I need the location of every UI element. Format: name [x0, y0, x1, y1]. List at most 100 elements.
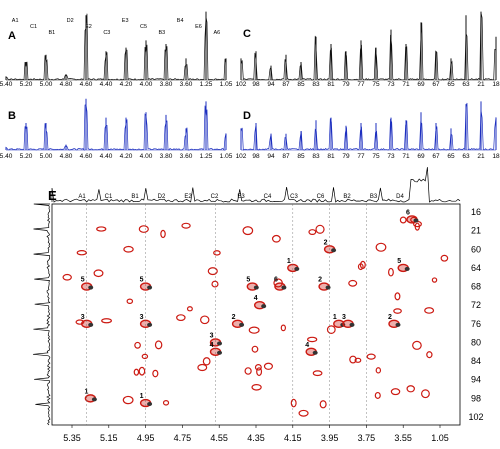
tick-label: 3.60 — [180, 81, 193, 88]
cross-peak-core — [147, 285, 153, 290]
cross-peak-label: 5 — [397, 258, 401, 265]
tick-label: 83 — [312, 153, 320, 160]
background-contour — [244, 367, 252, 375]
background-contour — [251, 345, 259, 353]
y-tick-label: 64 — [471, 263, 481, 273]
cross-peak-core — [294, 266, 300, 271]
spectrum-d-svg: 102 98 94 87 85 83 81 79 77 75 73 71 69 67 65 63 21 18 — [236, 101, 500, 160]
background-contour — [315, 224, 325, 234]
y-tick-label: 16 — [471, 207, 481, 217]
tick-label: 77 — [357, 81, 365, 88]
cross-peak-label: 6 — [406, 209, 410, 216]
top-label: B1 — [131, 194, 139, 200]
top-label: C2 — [211, 194, 219, 200]
panel-a-letter: A — [8, 30, 16, 42]
panel-c: 102 98 94 87 85 83 81 79 77 75 73 71 69 67 65 63 21 18 C — [235, 0, 500, 88]
background-contour — [75, 319, 85, 325]
tick-label: 3.80 — [160, 153, 173, 160]
panel-d-letter: D — [243, 110, 251, 122]
cross-peak-label: 6 — [274, 277, 278, 284]
peak-label: C5 — [140, 24, 147, 30]
peak-label: B3 — [158, 30, 165, 36]
tick-label: 1.25 — [200, 81, 213, 88]
top-label: D4 — [396, 194, 404, 200]
background-contour — [251, 383, 262, 391]
background-contour — [412, 340, 422, 350]
background-contour — [162, 400, 170, 406]
panel-d: 102 98 94 87 85 83 81 79 77 75 73 71 69 67 65 63 21 18 D — [235, 88, 500, 160]
cross-peak-core — [239, 322, 245, 327]
tick-label: 73 — [387, 81, 395, 88]
peak-label: A6 — [213, 30, 220, 36]
background-contour — [62, 273, 72, 281]
background-contour — [141, 353, 149, 360]
tick-label: 83 — [312, 81, 320, 88]
background-contour — [93, 269, 104, 278]
background-contour — [349, 355, 357, 364]
y-tick-label: 60 — [471, 244, 481, 254]
tick-label: 69 — [417, 153, 425, 160]
background-contour — [138, 225, 149, 233]
spectrum-b-svg: 5.40 5.20 5.00 4.80 4.60 4.40 4.20 4.00 3.80 3.60… — [0, 98, 233, 160]
background-contour — [326, 325, 336, 334]
tick-label: 67 — [432, 81, 440, 88]
background-contour — [375, 242, 387, 252]
top-label: B2 — [343, 194, 351, 200]
cross-peak-label: 2 — [232, 314, 236, 321]
y-tick-label: 72 — [471, 300, 481, 310]
y-tick-label: 68 — [471, 282, 481, 292]
x-tick-label: 4.95 — [137, 433, 155, 443]
spectrum-trace — [240, 102, 497, 151]
x-tick-label: 1.05 — [431, 433, 449, 443]
peak-label: B4 — [177, 18, 184, 24]
cross-peak-label: 2 — [324, 239, 328, 246]
cross-peak-core — [253, 285, 259, 290]
tick-label: 98 — [252, 81, 260, 88]
peak-label: B1 — [48, 30, 55, 36]
tick-label: 67 — [432, 153, 440, 160]
tick-label: 63 — [462, 81, 470, 88]
tick-label: 65 — [447, 153, 455, 160]
cross-peak-label: 3 — [140, 314, 144, 321]
tick-label: 21 — [477, 81, 485, 88]
top-label: C1 — [105, 194, 113, 200]
tick-label: 69 — [417, 81, 425, 88]
tick-label: 63 — [462, 153, 470, 160]
background-contour — [152, 369, 159, 378]
tick-label: 1.05 — [220, 81, 233, 88]
top-label: D2 — [158, 194, 166, 200]
cross-peak-core — [261, 304, 267, 309]
cross-peak-core — [312, 350, 318, 355]
tick-label: 87 — [282, 153, 290, 160]
cross-peak-core — [147, 322, 153, 327]
background-contour — [263, 362, 273, 370]
background-contour — [354, 357, 362, 363]
x-tick-label: 5.35 — [63, 433, 81, 443]
cross-peak-label: 4 — [210, 342, 214, 349]
cross-peak-label: 5 — [246, 277, 250, 284]
background-contour — [126, 298, 134, 304]
cross-peak-label: 5 — [140, 277, 144, 284]
top-label: A1 — [78, 194, 86, 200]
tick-label: 94 — [267, 81, 275, 88]
spectrum-trace — [5, 13, 227, 81]
background-contour — [202, 357, 211, 366]
cross-peak-core — [413, 218, 419, 223]
cross-peak-core — [217, 341, 223, 346]
peak-label: C1 — [30, 24, 37, 30]
background-contour — [308, 229, 317, 236]
cross-peak-core — [349, 322, 355, 327]
cross-peak-core — [147, 402, 153, 407]
peak-label: C3 — [103, 30, 110, 36]
background-contour — [138, 366, 146, 376]
panel-e: 5.35 5.15 4.95 4.75 4.55 4.35 4.15 3.95 3.75 3.55… — [0, 167, 500, 449]
background-contour — [176, 314, 186, 322]
peak-label: E2 — [85, 24, 92, 30]
x-tick-label: 4.15 — [284, 433, 302, 443]
cross-peak-label: 3 — [81, 314, 85, 321]
background-contour — [76, 250, 87, 256]
cross-peak-core — [88, 285, 94, 290]
tick-label: 21 — [477, 153, 485, 160]
background-contour — [248, 326, 260, 334]
background-contour — [271, 234, 281, 243]
